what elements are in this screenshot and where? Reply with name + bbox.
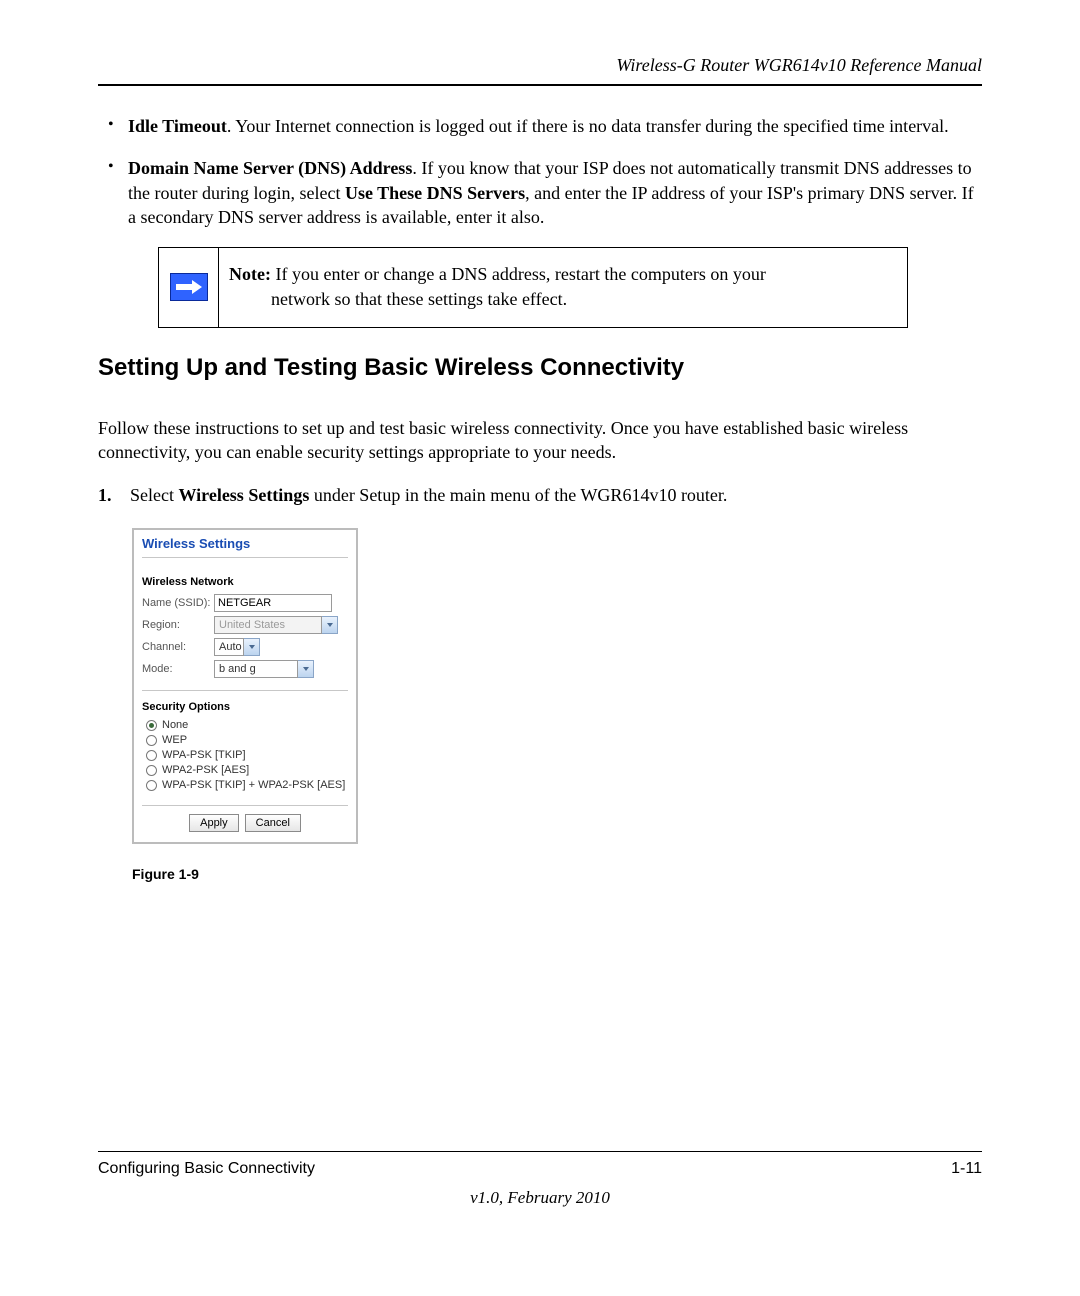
step-post: under Setup in the main menu of the WGR6… [309, 485, 727, 505]
radio-wpa-psk-tkip[interactable]: WPA-PSK [TKIP] [146, 749, 348, 761]
row-mode: Mode: b and g [142, 660, 348, 678]
radio-label: WPA2-PSK [AES] [162, 764, 249, 776]
channel-value: Auto [214, 638, 244, 656]
region-value: United States [214, 616, 322, 634]
radio-label: WPA-PSK [TKIP] [162, 749, 246, 761]
row-ssid: Name (SSID): [142, 594, 348, 612]
radio-icon [146, 765, 157, 776]
footer-right: 1-11 [951, 1160, 982, 1178]
ssid-label: Name (SSID): [142, 597, 214, 609]
note-text: Note: If you enter or change a DNS addre… [219, 248, 782, 326]
radio-label: WPA-PSK [TKIP] + WPA2-PSK [AES] [162, 779, 345, 791]
page-header: Wireless-G Router WGR614v10 Reference Ma… [98, 55, 982, 86]
note-line2: network so that these settings take effe… [229, 287, 766, 312]
arrow-icon [170, 273, 208, 301]
note-label: Note: [229, 264, 271, 284]
figure-caption: Figure 1-9 [132, 866, 982, 882]
bullet-dns-address: Domain Name Server (DNS) Address. If you… [98, 156, 982, 229]
radio-icon [146, 750, 157, 761]
footer-row: Configuring Basic Connectivity 1-11 [98, 1160, 982, 1178]
term: Idle Timeout [128, 116, 227, 136]
page-footer: Configuring Basic Connectivity 1-11 v1.0… [98, 1151, 982, 1208]
step-pre: Select [130, 485, 178, 505]
footer-version: v1.0, February 2010 [98, 1188, 982, 1208]
channel-label: Channel: [142, 641, 214, 653]
divider [142, 690, 348, 691]
mode-label: Mode: [142, 663, 214, 675]
panel-title: Wireless Settings [142, 536, 348, 558]
radio-none[interactable]: None [146, 719, 348, 731]
bullet-idle-timeout: Idle Timeout. Your Internet connection i… [98, 114, 982, 138]
region-select[interactable]: United States [214, 616, 338, 634]
note-box: Note: If you enter or change a DNS addre… [158, 247, 908, 327]
chevron-down-icon[interactable] [322, 616, 338, 634]
security-options-head: Security Options [142, 701, 348, 713]
wireless-settings-panel: Wireless Settings Wireless Network Name … [132, 528, 358, 844]
ssid-input[interactable] [214, 594, 332, 612]
step-1: 1. Select Wireless Settings under Setup … [98, 483, 982, 508]
bullet-list: Idle Timeout. Your Internet connection i… [98, 114, 982, 229]
header-title: Wireless-G Router WGR614v10 Reference Ma… [616, 55, 982, 75]
step-number: 1. [98, 483, 112, 508]
cancel-button[interactable]: Cancel [245, 814, 301, 832]
desc-bold: Use These DNS Servers [345, 183, 525, 203]
region-label: Region: [142, 619, 214, 631]
mode-value: b and g [214, 660, 298, 678]
apply-button[interactable]: Apply [189, 814, 239, 832]
channel-select[interactable]: Auto [214, 638, 260, 656]
panel-buttons: Apply Cancel [142, 805, 348, 832]
term: Domain Name Server (DNS) Address [128, 158, 412, 178]
desc: . Your Internet connection is logged out… [227, 116, 949, 136]
note-icon-cell [159, 248, 219, 326]
radio-wpa2-psk-aes[interactable]: WPA2-PSK [AES] [146, 764, 348, 776]
footer-left: Configuring Basic Connectivity [98, 1160, 315, 1178]
wireless-network-head: Wireless Network [142, 576, 348, 588]
mode-select[interactable]: b and g [214, 660, 314, 678]
radio-wep[interactable]: WEP [146, 734, 348, 746]
row-channel: Channel: Auto [142, 638, 348, 656]
radio-icon [146, 780, 157, 791]
intro-paragraph: Follow these instructions to set up and … [98, 416, 982, 466]
radio-icon [146, 735, 157, 746]
radio-wpa-mixed[interactable]: WPA-PSK [TKIP] + WPA2-PSK [AES] [146, 779, 348, 791]
page: Wireless-G Router WGR614v10 Reference Ma… [0, 0, 1080, 1296]
chevron-down-icon[interactable] [244, 638, 260, 656]
radio-label: None [162, 719, 188, 731]
note-line1: If you enter or change a DNS address, re… [271, 264, 766, 284]
chevron-down-icon[interactable] [298, 660, 314, 678]
radio-label: WEP [162, 734, 187, 746]
radio-icon [146, 720, 157, 731]
step-bold: Wireless Settings [178, 485, 309, 505]
section-heading: Setting Up and Testing Basic Wireless Co… [98, 354, 982, 382]
step-list: 1. Select Wireless Settings under Setup … [98, 483, 982, 508]
row-region: Region: United States [142, 616, 348, 634]
